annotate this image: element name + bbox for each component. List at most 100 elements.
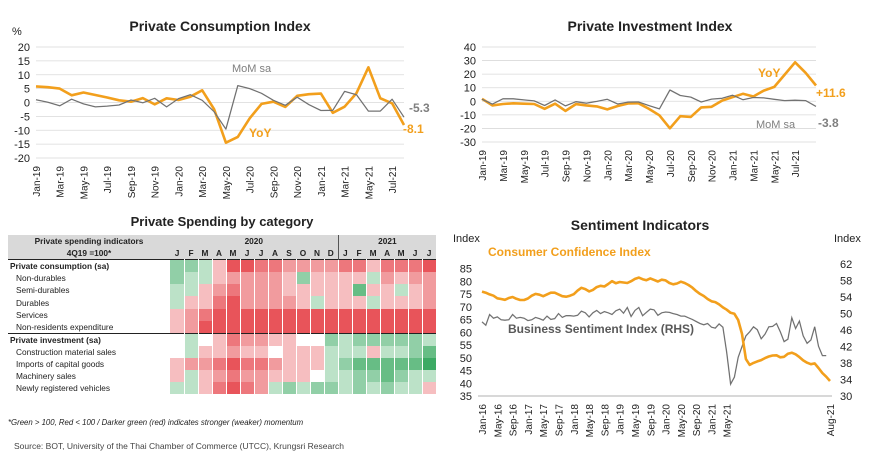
heatmap-cell xyxy=(324,272,339,285)
x-tick-label: Nov-20 xyxy=(708,150,719,183)
heatmap-month-header: A xyxy=(380,247,395,260)
x-tick-label: Jul-19 xyxy=(541,150,552,178)
private-spending-heatmap: Private spending indicators 2020 2021 4Q… xyxy=(8,235,437,395)
heatmap-cell xyxy=(408,320,423,334)
heatmap-row-label: Non-durables xyxy=(16,273,66,284)
heatmap-cell xyxy=(240,333,255,346)
series-name-label: MoM sa xyxy=(232,63,272,75)
series-line-mom-outline xyxy=(35,85,405,130)
heatmap-cell xyxy=(254,284,269,297)
heatmap-month-header: A xyxy=(212,247,226,260)
y-tick-right: 62 xyxy=(840,259,852,271)
x-tick-label: May-19 xyxy=(79,166,90,200)
heatmap-cell xyxy=(408,357,423,371)
heatmap-cell xyxy=(337,308,353,321)
heatmap-cell xyxy=(254,296,269,309)
heatmap-month-header: J xyxy=(240,247,254,260)
heatmap-cell xyxy=(422,259,437,273)
y-tick-left: 75 xyxy=(460,289,472,301)
heatmap-cell xyxy=(254,320,269,334)
heatmap-month-header: A xyxy=(268,247,282,260)
series-line-business-sentiment xyxy=(481,306,827,387)
series-line-mom-outline xyxy=(481,89,817,110)
x-tick-label: Nov-19 xyxy=(582,150,593,183)
x-tick-label: Jul-19 xyxy=(103,166,114,194)
heatmap-cell xyxy=(198,370,213,383)
heatmap-cell xyxy=(380,333,395,346)
heatmap-cell xyxy=(296,296,311,309)
heatmap-month-header: J xyxy=(408,247,423,260)
y-tick-label: 20 xyxy=(18,42,30,54)
x-tick-label: Jul-21 xyxy=(388,166,399,194)
heatmap-cell xyxy=(268,320,283,334)
heatmap-cell xyxy=(240,357,255,371)
heatmap-cell xyxy=(408,345,423,358)
heatmap-month-header: F xyxy=(352,247,367,260)
heatmap-cell xyxy=(310,308,325,321)
y-tick-left: 45 xyxy=(460,366,472,378)
heatmap-month-header: M xyxy=(198,247,212,260)
heatmap-cell xyxy=(282,357,297,371)
heatmap-cell xyxy=(310,370,325,383)
heatmap-cell xyxy=(422,296,437,309)
heatmap-row: Machinery sales xyxy=(8,370,437,383)
heatmap-month-header: J xyxy=(254,247,268,260)
heatmap-cell xyxy=(198,272,213,285)
heatmap-cell xyxy=(268,333,283,346)
heatmap-row: Non-residents expenditure xyxy=(8,320,437,334)
x-tick-label: Mar-19 xyxy=(56,166,67,198)
private-consumption-chart: Private Consumption Index% 20 15 10 5 0-5 -10 -… xyxy=(12,18,430,200)
heatmap-month-header: M xyxy=(394,247,409,260)
heatmap-cell xyxy=(296,320,311,334)
x-tick-label: Jan-21 xyxy=(317,166,328,197)
heatmap-cell xyxy=(422,320,437,334)
source-note: Source: BOT, University of the Thai Cham… xyxy=(14,441,345,451)
heatmap-cell xyxy=(310,272,325,285)
heatmap-cell xyxy=(170,333,185,346)
heatmap-cell xyxy=(422,333,437,346)
heatmap-cell xyxy=(282,272,297,285)
x-tick-label: Jan-18 xyxy=(570,404,581,435)
heatmap-cell xyxy=(337,382,353,395)
heatmap-cell xyxy=(394,370,409,383)
heatmap-cell xyxy=(226,357,241,371)
heatmap-cell xyxy=(212,382,227,395)
heatmap-cell xyxy=(226,308,241,321)
x-tick-label: May-21 xyxy=(770,150,781,184)
x-tick-label: Mar-20 xyxy=(198,166,209,198)
heatmap-cell xyxy=(310,259,325,273)
heatmap-cell xyxy=(184,382,199,395)
heatmap-cell xyxy=(268,296,283,309)
y-tick-left: 65 xyxy=(460,315,472,327)
heatmap-cell xyxy=(324,308,339,321)
heatmap-cell xyxy=(366,357,381,371)
heatmap-cell xyxy=(240,308,255,321)
heatmap-cell xyxy=(394,357,409,371)
heatmap-cell xyxy=(394,333,409,346)
series-name-label: Consumer Confidence Index xyxy=(488,245,651,259)
heatmap-cell xyxy=(282,284,297,297)
heatmap-cell xyxy=(296,259,311,273)
heatmap-cell xyxy=(184,333,199,346)
x-tick-label: Sep-19 xyxy=(127,166,138,199)
series-name-label: YoY xyxy=(758,66,780,80)
heatmap-cell xyxy=(170,308,185,321)
series-line-business-sentiment-outline xyxy=(481,306,827,385)
heatmap-cell xyxy=(212,284,227,297)
heatmap-cell xyxy=(170,382,185,395)
heatmap-cell xyxy=(337,345,353,358)
series-line-yoy xyxy=(481,61,818,130)
y-tick-label: -20 xyxy=(460,123,476,135)
y-tick-label: -10 xyxy=(460,110,476,122)
heatmap-cell xyxy=(282,333,297,346)
heatmap-row: Imports of capital goods xyxy=(8,357,437,371)
heatmap-cell xyxy=(268,259,283,273)
heatmap-cell xyxy=(394,259,409,273)
y-tick-right: 42 xyxy=(840,342,852,354)
heatmap-cell xyxy=(394,284,409,297)
heatmap-month-header: F xyxy=(184,247,198,260)
heatmap-cell xyxy=(352,382,367,395)
heatmap-row: Services xyxy=(8,308,437,321)
heatmap-cell xyxy=(366,345,381,358)
